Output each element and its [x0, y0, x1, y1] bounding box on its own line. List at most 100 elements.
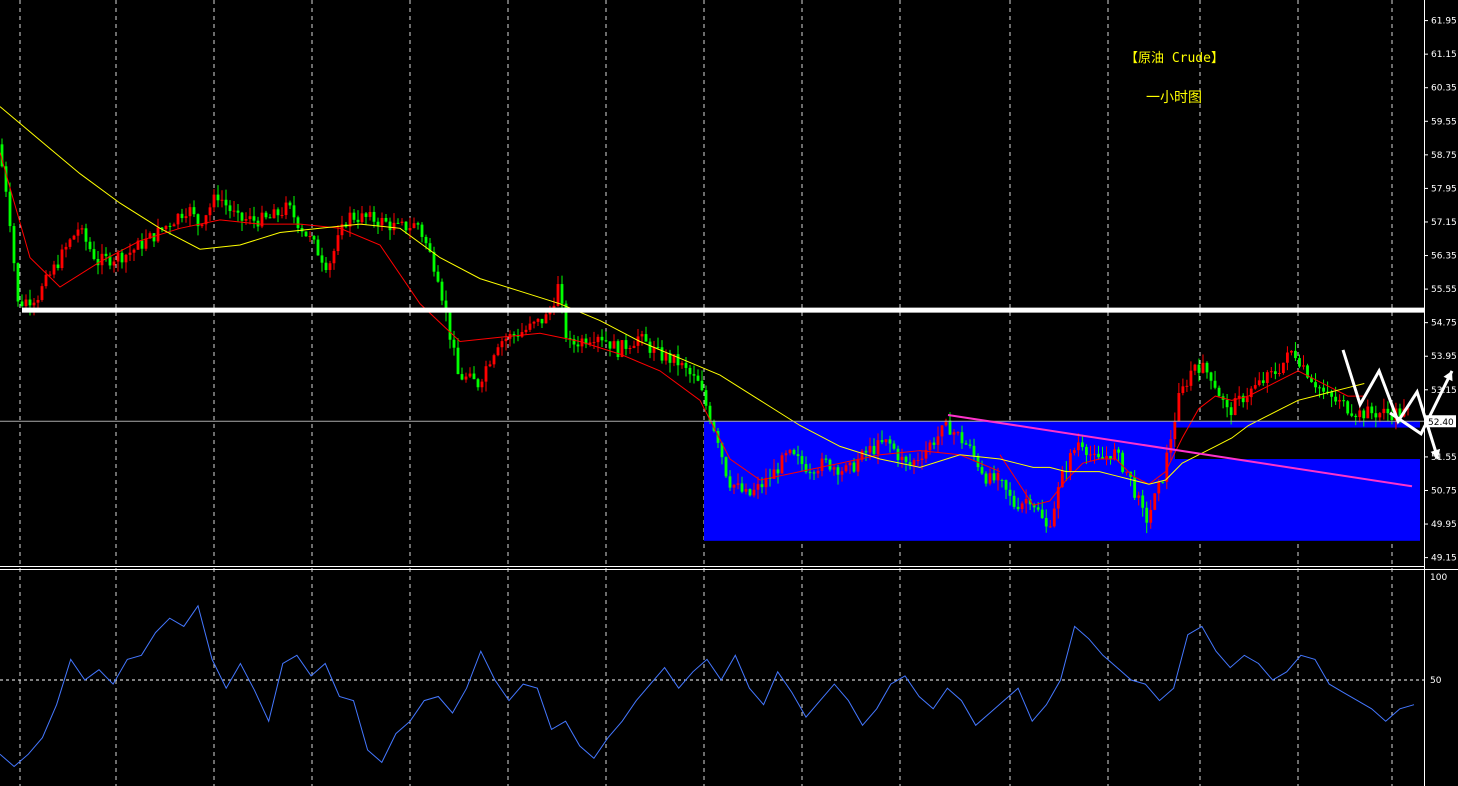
candle-body [1386, 408, 1390, 414]
candle-body [440, 281, 444, 301]
candle-body [276, 209, 280, 216]
candle-body [92, 249, 96, 259]
ma-slow-line [0, 106, 1001, 468]
candle-body [312, 236, 316, 240]
candle-body [244, 219, 248, 221]
candle-body [1117, 449, 1120, 453]
candle-body [1217, 387, 1221, 397]
candle-body [1318, 387, 1321, 389]
candle-body [32, 302, 36, 306]
candle-body [948, 420, 952, 435]
candle-body [340, 224, 344, 236]
candle-body [168, 225, 172, 227]
candle-body [528, 323, 532, 330]
candle-body [260, 212, 264, 227]
candle-body [1362, 410, 1366, 419]
candle-body [800, 456, 804, 465]
candle-body [1004, 480, 1008, 490]
candle-body [432, 251, 436, 272]
candle-body [164, 225, 168, 230]
candle-body [352, 212, 356, 220]
candle-body [872, 445, 876, 455]
candle-body [1298, 358, 1301, 367]
candle-body [336, 235, 340, 252]
candle-body [1261, 380, 1265, 383]
candle-body [1390, 413, 1394, 420]
ma-fast-line [0, 152, 1001, 481]
candle-body [812, 472, 816, 474]
candle-body [584, 338, 588, 345]
annotations [0, 307, 1454, 488]
candle-body [1249, 388, 1253, 398]
arrow-head [1443, 370, 1453, 382]
candle-body [832, 467, 836, 470]
candle-body [228, 205, 232, 212]
candle-body [620, 340, 624, 358]
candle-body [1145, 507, 1149, 523]
price-tick-label: 58.75 [1431, 151, 1457, 161]
candle-body [1302, 365, 1305, 367]
indicator-panel: 100 50 [0, 573, 1447, 768]
moving-averages [0, 106, 1365, 506]
candle-body [892, 443, 896, 449]
descending-trendline [947, 413, 1413, 488]
candle-body [664, 353, 668, 361]
candle-body [380, 217, 384, 226]
candle-body [1398, 408, 1402, 417]
candle-body [156, 227, 160, 242]
candle-body [1225, 399, 1229, 408]
ma-slow-line [999, 383, 1365, 485]
projection-arrow-down [1341, 349, 1440, 460]
candle-body [404, 221, 408, 231]
candle-body [472, 373, 476, 380]
candle-body [1193, 364, 1197, 371]
candle-body [768, 477, 772, 479]
candle-body [1161, 481, 1165, 483]
candle-body [976, 455, 980, 468]
candle-body [1233, 398, 1237, 416]
candle-body [1382, 408, 1386, 414]
candle-body [20, 301, 24, 306]
candle-body [1310, 377, 1313, 383]
candle-body [232, 210, 236, 212]
candle-body [52, 264, 56, 275]
candle-body [1016, 506, 1020, 510]
candle-body [1342, 400, 1346, 402]
candle-body [40, 286, 44, 300]
candle-body [1165, 452, 1169, 482]
candle-body [416, 223, 420, 225]
candle-body [48, 274, 52, 276]
candle-body [600, 336, 604, 341]
candle-body [928, 442, 932, 450]
candle-body [696, 375, 700, 381]
candle-body [1197, 364, 1201, 373]
candle-body [1338, 400, 1342, 402]
candle-body [1330, 392, 1334, 397]
candle-body [500, 341, 504, 348]
candle-body [1032, 504, 1036, 508]
candle-body [536, 318, 540, 322]
candle-body [328, 263, 332, 271]
candle-body [644, 334, 648, 342]
current-price-label: 52.40 [1428, 418, 1454, 428]
candle-body [996, 472, 1000, 481]
chart-subtitle: 一小时图 [1146, 90, 1202, 106]
candle-body [1000, 479, 1004, 481]
candle-body [1213, 380, 1217, 388]
candle-body [1334, 396, 1338, 402]
candle-body [856, 459, 860, 472]
candle-body [456, 347, 460, 375]
candle-body [1085, 447, 1088, 455]
candle-body [788, 449, 792, 454]
price-tick-label: 53.15 [1431, 386, 1457, 396]
price-tick-label: 57.15 [1431, 218, 1457, 228]
candle-body [916, 459, 920, 461]
candle-body [808, 472, 812, 474]
candle-body [80, 228, 84, 230]
candle-body [708, 405, 712, 422]
candle-body [688, 367, 692, 375]
candle-body [360, 213, 364, 223]
candle-body [1036, 507, 1040, 510]
candle-body [1374, 413, 1378, 418]
